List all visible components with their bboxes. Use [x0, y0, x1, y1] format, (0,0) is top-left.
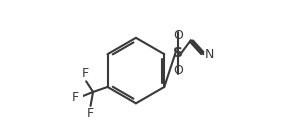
- Text: F: F: [82, 67, 89, 80]
- Text: F: F: [87, 107, 94, 120]
- Text: N: N: [205, 48, 214, 61]
- Text: S: S: [173, 46, 183, 60]
- Text: O: O: [173, 29, 183, 42]
- Text: F: F: [72, 90, 79, 104]
- Text: O: O: [173, 64, 183, 77]
